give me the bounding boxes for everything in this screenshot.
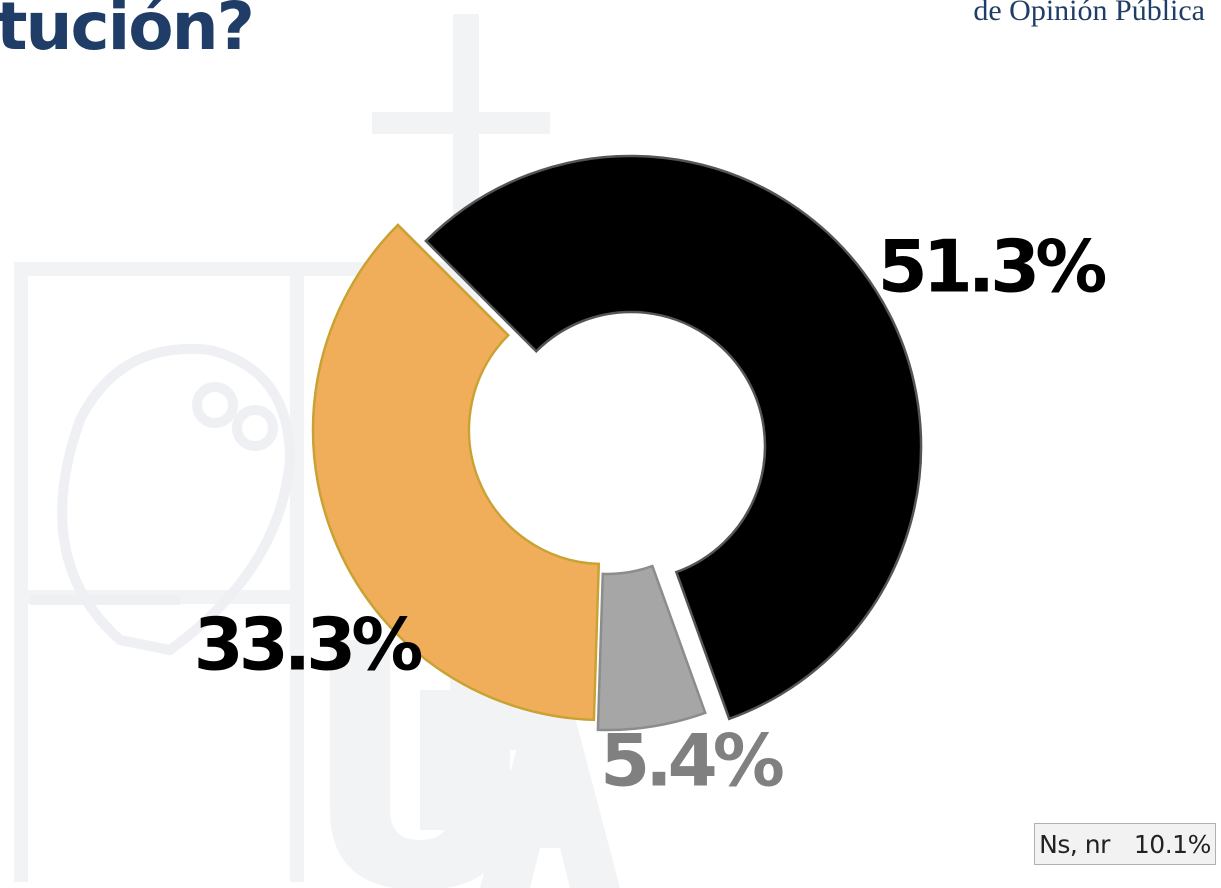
data-label-51-3: 51.3% <box>878 225 1106 309</box>
slice-33-3 <box>311 223 601 722</box>
slice-51-3 <box>424 154 923 721</box>
brand-text: de Opinión Pública <box>973 0 1205 27</box>
slice-5-4 <box>596 564 707 732</box>
no-response-box: Ns, nr 10.1% <box>1034 823 1216 865</box>
no-response-label: Ns, nr <box>1039 829 1110 859</box>
page-title: tución? <box>0 0 255 65</box>
no-response-value: 10.1% <box>1133 829 1211 859</box>
data-label-5-4: 5.4% <box>600 719 783 803</box>
data-label-33-3: 33.3% <box>194 603 422 687</box>
